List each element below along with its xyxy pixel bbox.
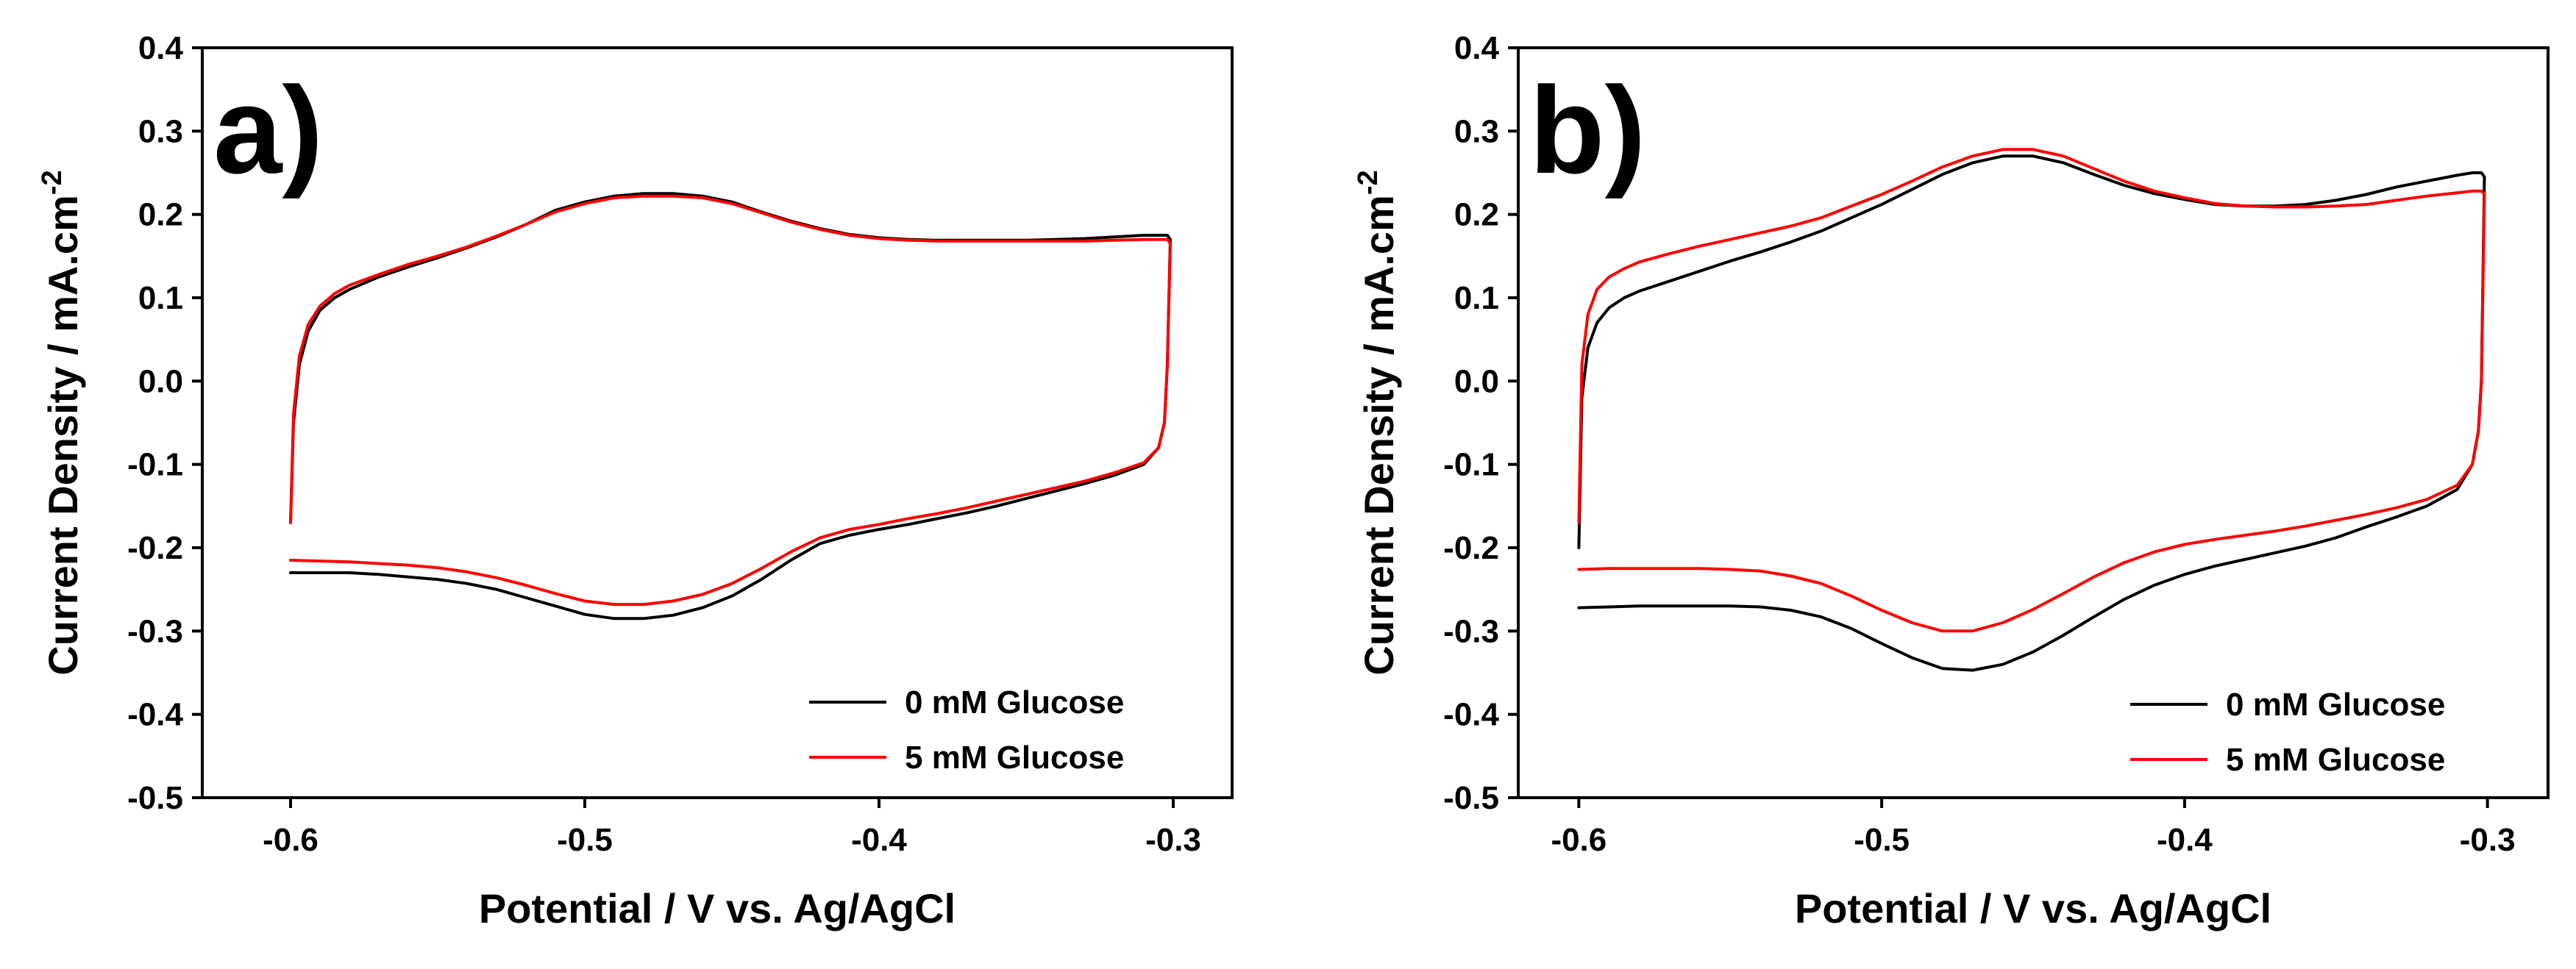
panel-b-plot-frame (1517, 46, 2550, 799)
panel-b-chart: 0.4 0.3 0.2 0.1 0.0 -0.1 -0.2 -0.3 -0.4 -0.5 -0.6 -… (1353, 30, 2550, 932)
panel-a-ytick-label-0: 0.4 (138, 30, 184, 66)
panel-a-ytick-label-7: -0.3 (127, 613, 183, 649)
panel-a-ytick-label-2: 0.2 (138, 197, 183, 233)
panel-b-xtick-label-2: -0.4 (2157, 822, 2213, 858)
panel-a-ytick-label-9: -0.5 (127, 780, 183, 816)
panel-a-ytick-label-5: -0.1 (127, 447, 183, 483)
panel-a-ytick-label-1: 0.3 (138, 113, 183, 149)
panel-a-xtick-label-2: -0.4 (851, 822, 907, 858)
panel-b-ytick-label-2: 0.2 (1454, 197, 1499, 233)
panel-b-legend-label-1: 5 mM Glucose (2226, 742, 2445, 778)
panel-b-xtick-label-3: -0.3 (2460, 822, 2516, 858)
panel-a-x-axis-title: Potential / V vs. Ag/AgCl (479, 885, 956, 932)
panel-a-ytick-label-3: 0.1 (138, 280, 183, 316)
panel-b-legend-label-0: 0 mM Glucose (2226, 687, 2445, 723)
panel-b-ytick-label-9: -0.5 (1443, 780, 1499, 816)
panel-b-y-axis-title-main: Current Density / mA.cm (1356, 195, 1402, 676)
panel-a-y-axis-title: Current Density / mA.cm-2 (37, 170, 86, 675)
panel-b-x-axis-title: Potential / V vs. Ag/AgCl (1795, 885, 2271, 932)
panel-a-xtick-label-0: -0.6 (263, 822, 319, 858)
panel-b-y-axis-title: Current Density / mA.cm-2 (1353, 170, 1402, 675)
panel-b-series-0-line (1577, 154, 2486, 672)
panel-b-ytick-label-4: 0.0 (1454, 363, 1499, 399)
panel-a-legend-label-1: 5 mM Glucose (905, 740, 1124, 776)
panel-b-ytick-label-1: 0.3 (1454, 113, 1499, 149)
panel-a-plot-frame (201, 46, 1234, 799)
panel-a-ytick-label-8: -0.4 (127, 697, 183, 733)
panel-b-xtick-label-1: -0.5 (1854, 822, 1910, 858)
panel-a-y-axis-title-superscript: -2 (37, 170, 68, 195)
panel-a-ytick-label-6: -0.2 (127, 530, 183, 566)
panel-a-ytick-label-4: 0.0 (138, 363, 183, 399)
panel-b-series-1-line (1577, 148, 2486, 633)
panel-a-y-axis-title-main: Current Density / mA.cm (40, 195, 86, 676)
panel-b-ytick-label-5: -0.1 (1443, 447, 1499, 483)
panel-a-letter: a) (213, 61, 323, 199)
panel-a-chart: 0.4 0.3 0.2 0.1 0.0 -0.1 -0.2 -0.3 -0.4 -0.5 -0.6 -… (37, 30, 1234, 932)
panel-a-series-1-line (289, 194, 1172, 607)
panel-b-ytick-label-8: -0.4 (1443, 697, 1499, 733)
panel-b-ytick-label-7: -0.3 (1443, 613, 1499, 649)
panel-a-xtick-label-3: -0.3 (1145, 822, 1201, 858)
panel-b-y-axis-title-superscript: -2 (1353, 170, 1384, 195)
panel-a-series-0-line (289, 192, 1172, 621)
panel-b-ytick-label-0: 0.4 (1454, 30, 1500, 66)
panel-a-xtick-label-1: -0.5 (557, 822, 613, 858)
panel-b-ytick-label-3: 0.1 (1454, 280, 1499, 316)
panel-b-xtick-label-0: -0.6 (1551, 822, 1607, 858)
panel-b-ytick-label-6: -0.2 (1443, 530, 1499, 566)
panel-a-legend-label-0: 0 mM Glucose (905, 684, 1124, 721)
panel-b-letter: b) (1529, 61, 1646, 199)
